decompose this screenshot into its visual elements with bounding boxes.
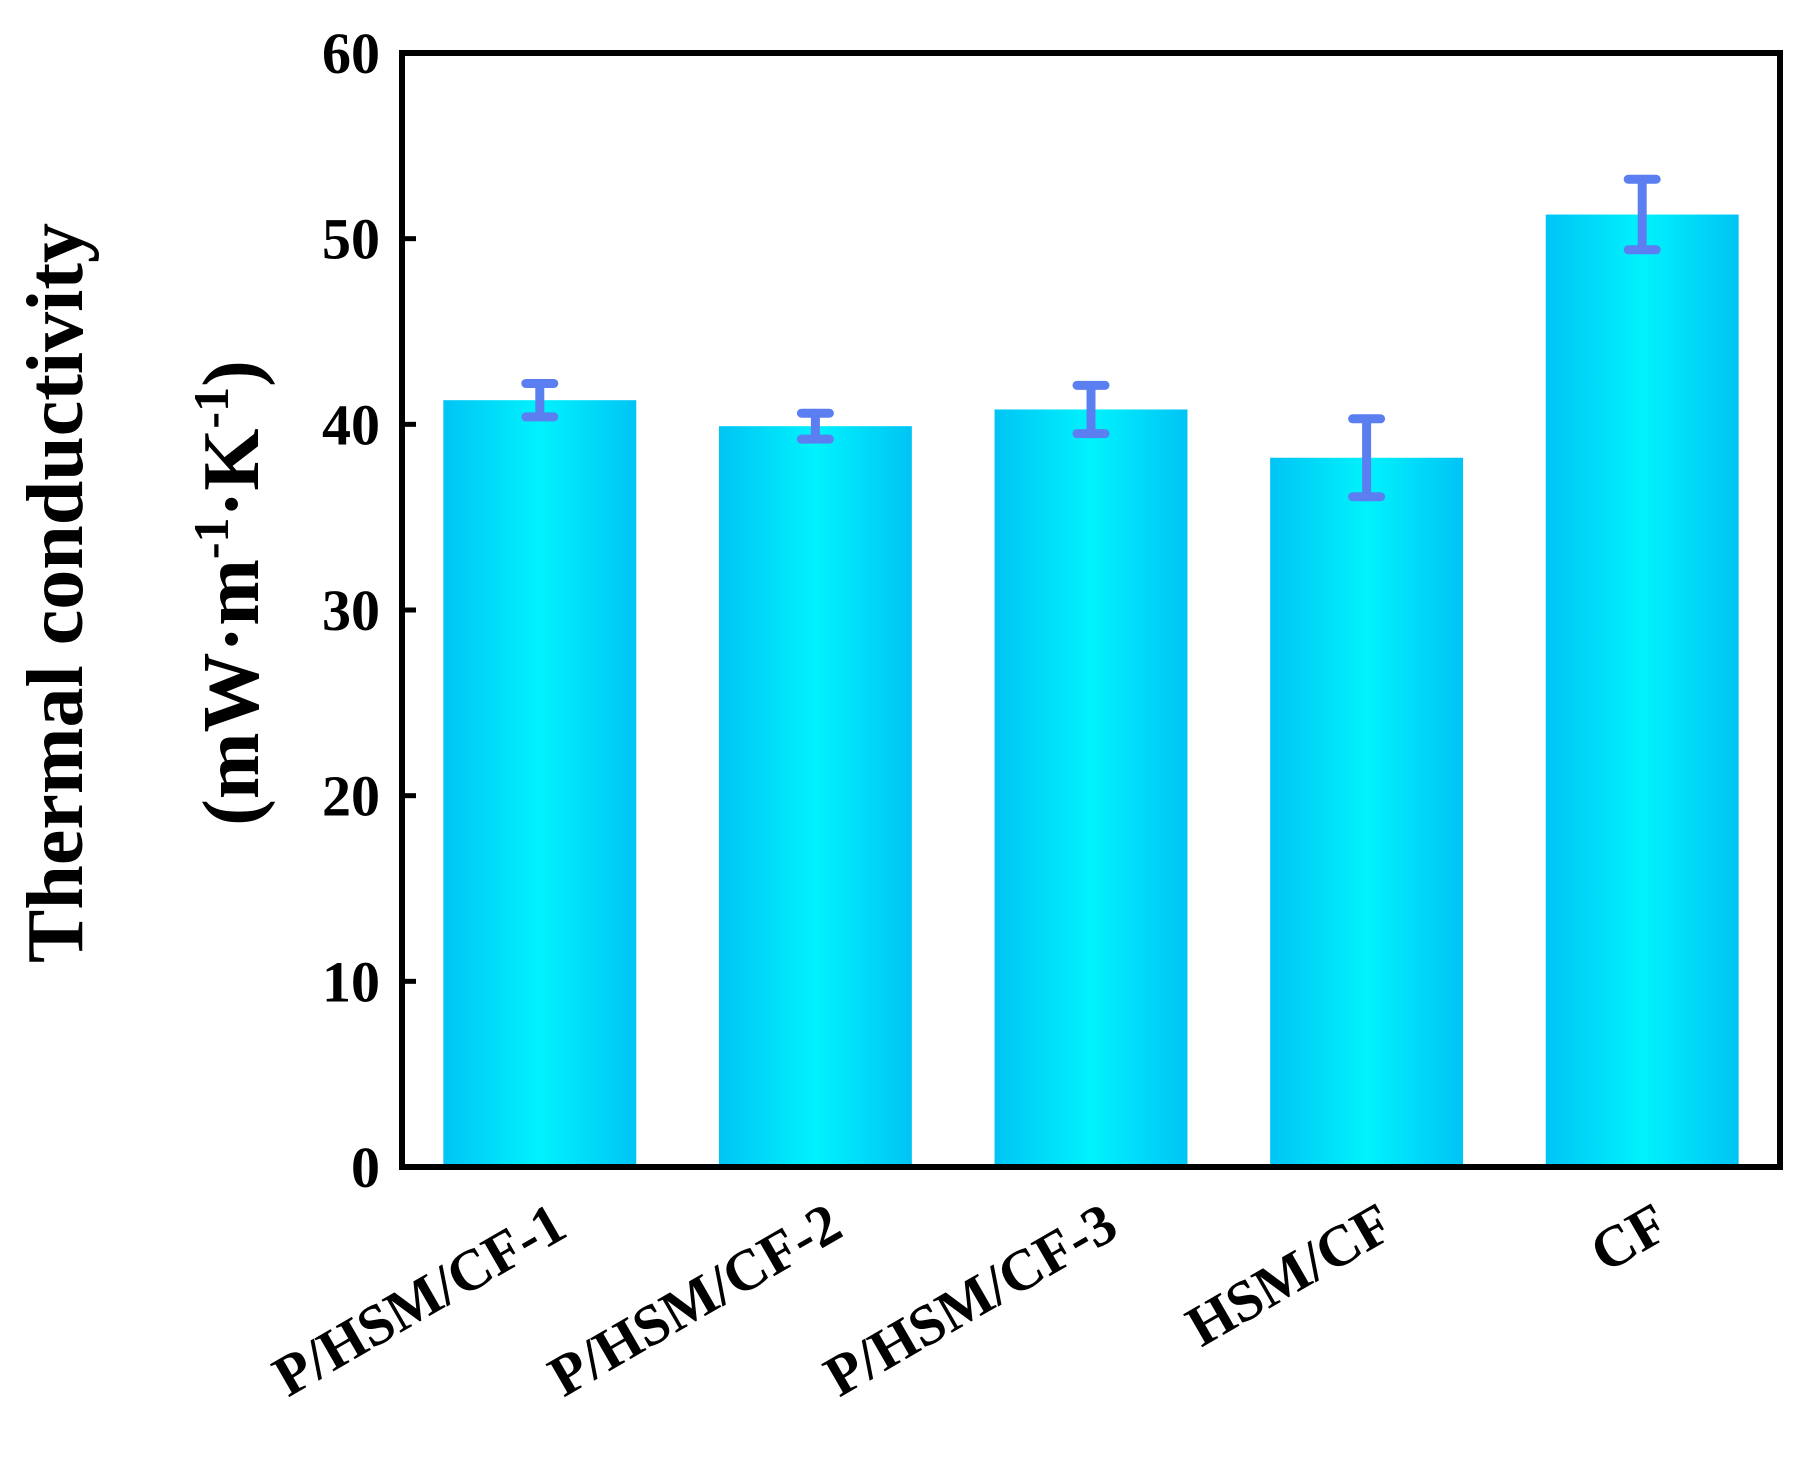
- y-axis-title-group: Thermal conductivity (mW·m-1·K-1): [12, 223, 276, 963]
- y-tick-label-40: 40: [322, 392, 380, 457]
- y-tick-label-60: 60: [322, 21, 380, 86]
- unit-open: (mW·m: [188, 559, 276, 826]
- unit-exp-2: -1: [183, 387, 239, 429]
- y-axis-unit: (mW·m-1·K-1): [183, 360, 276, 825]
- y-tick-label-0: 0: [351, 1135, 380, 1200]
- x-tick-label-4: HSM/CF: [1175, 1190, 1403, 1359]
- y-axis-ticks: 0 10 20 30 40 50 60: [322, 21, 416, 1200]
- y-tick-label-20: 20: [322, 764, 380, 829]
- bar-1: [443, 400, 637, 1167]
- error-bar-3: [1072, 380, 1110, 439]
- error-bar-5: [1623, 174, 1661, 255]
- y-tick-label-30: 30: [322, 578, 380, 643]
- bar-3: [994, 409, 1188, 1168]
- x-tick-label-3: P/HSM/CF-3: [813, 1190, 1127, 1409]
- unit-close: ): [188, 360, 276, 387]
- x-tick-label-5: CF: [1579, 1190, 1678, 1285]
- x-tick-label-2: P/HSM/CF-2: [538, 1190, 852, 1409]
- unit-mid: ·K: [188, 429, 276, 518]
- y-tick-label-10: 10: [322, 949, 380, 1014]
- bar-2: [718, 426, 912, 1167]
- error-bar-2: [796, 408, 834, 444]
- y-axis-title: Thermal conductivity: [12, 223, 100, 963]
- x-axis-labels: P/HSM/CF-1P/HSM/CF-2P/HSM/CF-3 HSM/CF CF: [262, 1190, 1679, 1409]
- error-bars: [521, 174, 1661, 502]
- y-tick-label-50: 50: [322, 207, 380, 272]
- bar-5: [1545, 214, 1739, 1167]
- unit-exp-1: -1: [183, 517, 239, 559]
- bar-4: [1270, 457, 1464, 1168]
- error-bar-1: [521, 378, 559, 422]
- error-bar-4: [1348, 414, 1386, 502]
- bars: [443, 214, 1739, 1168]
- x-tick-label-1: P/HSM/CF-1: [262, 1190, 576, 1409]
